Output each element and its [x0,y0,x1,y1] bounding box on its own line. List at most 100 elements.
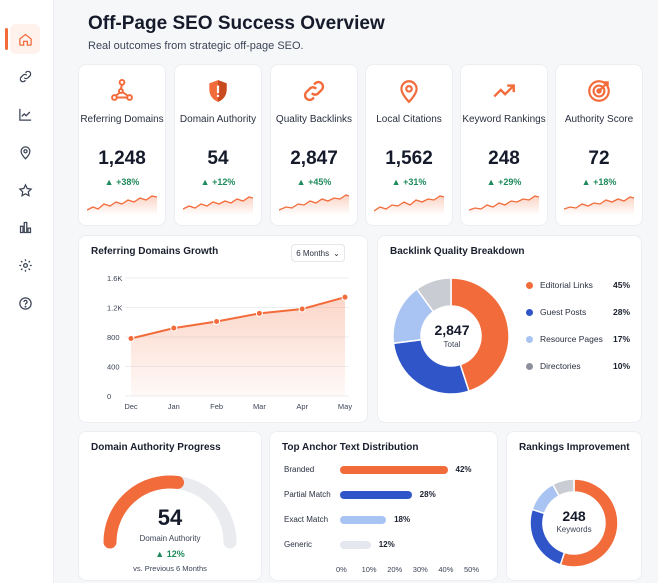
kpi-change: ▲ +31% [391,177,427,187]
kpi-value: 2,847 [290,148,338,169]
kpi-card-referring-domains: Referring Domains 1,248 ▲ +38% [78,64,166,226]
da-gauge [103,475,237,549]
kpi-label: Authority Score [564,114,634,125]
data-point [170,324,178,332]
range-value: 6 Months [296,248,330,258]
kpi-change-value: +18% [593,177,617,187]
data-point [127,334,135,342]
gear-icon [18,258,32,272]
trend-icon [18,108,31,121]
bar [340,465,448,474]
sidebar-item-home[interactable] [5,24,40,54]
legend-label: Directories [540,361,581,371]
kpi-label: Local Citations [376,114,442,125]
card-title: Backlink Quality Breakdown [390,246,525,257]
target-icon [585,77,613,105]
bar-value-label: 28% [419,490,436,499]
kpi-change: ▲ +45% [296,177,332,187]
x-tick-label: Mar [253,402,266,411]
kpi-change-value: +38% [116,177,140,187]
bar-chart-icon [19,221,31,233]
star-icon [18,182,32,197]
y-tick-label: 400 [107,363,120,372]
data-point [255,309,263,317]
bar [340,540,371,549]
legend-pct: 45% [612,280,630,290]
kpi-card-keyword-rankings: Keyword Rankings 248 ▲ +29% [460,64,548,226]
kpi-card-local-citations: Local Citations 1,562 ▲ +31% [365,64,453,226]
data-point [213,318,221,326]
da-progress-card: Domain Authority Progress 54 Domain Auth… [78,431,262,581]
range-dropdown[interactable]: 6 Months ⌄ [291,244,345,262]
shield-icon [204,77,232,105]
legend-dot [526,281,533,289]
donut-slice [415,277,452,313]
kpi-card-domain-authority: Domain Authority 54 ▲ +12% [174,64,262,226]
link-icon [300,77,328,105]
donut-slice [551,478,575,497]
sidebar-item-locations[interactable] [10,137,40,167]
bar [340,515,387,524]
card-title: Top Anchor Text Distribution [282,442,419,453]
legend-item: Editorial Links 45% [526,280,630,290]
card-title: Domain Authority Progress [91,442,221,453]
series-line [130,296,346,340]
kpi-change-value: +45% [308,177,332,187]
y-tick-label: 800 [107,333,120,342]
kpi-change-value: +31% [403,177,427,187]
sparkline [279,194,349,215]
legend-dot [526,308,533,316]
rankings-donut-chart [529,478,619,568]
kpi-value: 1,248 [98,148,146,169]
sidebar-item-reports[interactable] [10,212,40,242]
kpi-change: ▲ +29% [486,177,522,187]
help-icon [18,296,32,310]
link-icon [19,70,31,82]
y-tick-label: 1.6K [107,274,122,283]
donut-total-value: 2,847 [434,322,470,338]
kpi-label: Domain Authority [179,114,257,125]
page-title: Off-Page SEO Success Overview [88,13,385,34]
sidebar [0,0,54,583]
sidebar-item-links[interactable] [10,61,40,91]
sparkline [87,195,157,215]
donut-slice [450,277,510,393]
anchor-bar-row: Partial Match 28% [284,490,436,499]
sidebar-item-settings[interactable] [10,250,40,280]
bar-value-label: 18% [394,515,411,524]
location-icon [19,145,31,160]
x-tick-label: Feb [210,402,223,411]
da-label: Domain Authority [139,534,201,543]
growth-chart-card: Referring Domains Growth 6 Months ⌄ 1.6K… [78,235,368,423]
kpi-value: 1,562 [385,148,433,169]
rankings-value: 248 [562,508,586,524]
trend-icon [490,77,518,105]
x-tick-label: 30% [412,565,428,574]
y-tick-label: 0 [107,392,111,401]
anchor-bar-row: Generic 12% [284,540,395,549]
da-value: 54 [157,505,183,530]
legend-dot [526,335,533,343]
growth-line-chart: 1.6K 1.2K 800 400 0 Dec Jan Feb Mar Apr May [107,274,352,411]
page-subtitle: Real outcomes from strategic off-page SE… [88,40,304,52]
kpi-label: Quality Backlinks [275,114,353,125]
y-tick-label: 1.2K [107,304,122,313]
x-tick-label: 40% [438,565,454,574]
x-tick-label: Dec [124,402,138,411]
kpi-label: Referring Domains [80,114,164,125]
kpi-card-authority-score: Authority Score 72 ▲ +18% [555,64,643,226]
sidebar-item-favorites[interactable] [10,175,40,205]
gauge-fill [103,475,185,549]
chevron-down-icon: ⌄ [333,248,340,258]
card-title: Referring Domains Growth [91,246,219,257]
sidebar-item-trends[interactable] [10,99,40,129]
kpi-change-value: +12% [212,177,236,187]
x-tick-label: May [338,402,352,411]
sidebar-item-help[interactable] [10,288,40,318]
x-tick-label: 0% [336,565,347,574]
kpi-value: 248 [488,148,520,169]
legend-label: Resource Pages [540,334,603,344]
kpi-change-value: +29% [498,177,522,187]
sparkline [183,196,253,215]
legend-pct: 10% [612,361,630,371]
